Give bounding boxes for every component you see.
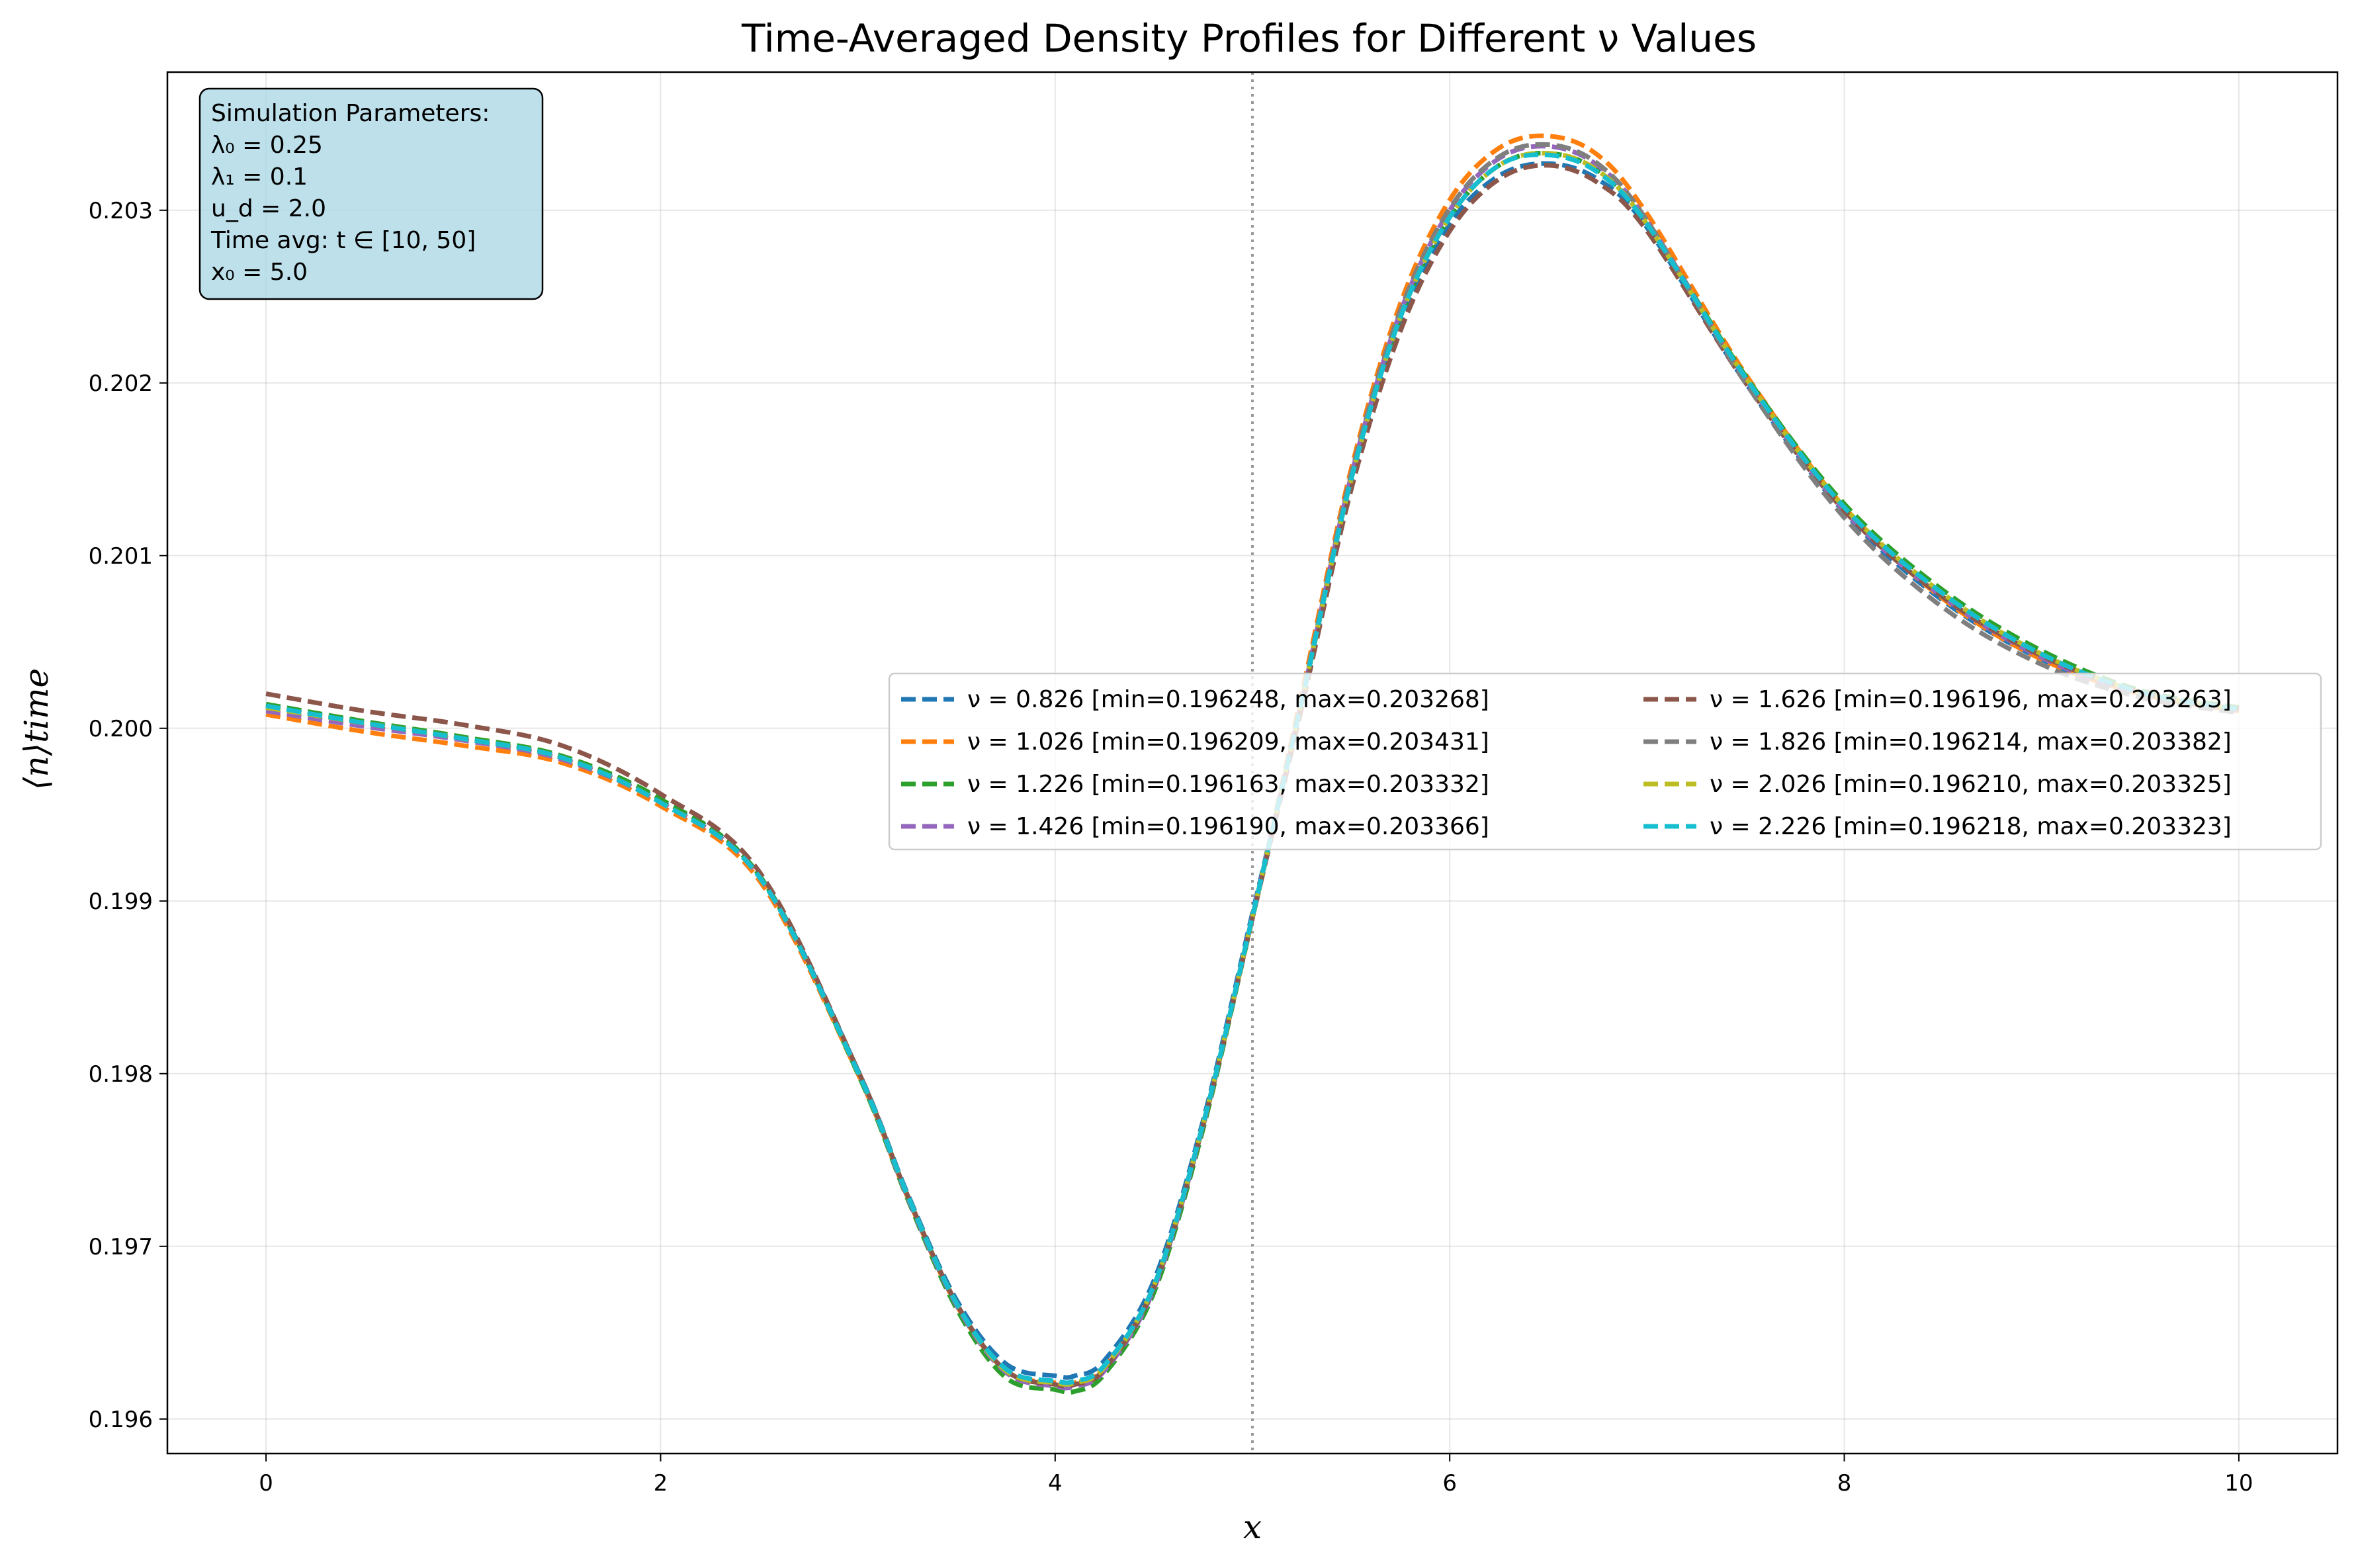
annotation-line: x₀ = 5.0 [211,259,308,286]
legend-label: ν = 1.026 [min=0.196209, max=0.203431] [967,728,1489,756]
y-tick-label: 0.200 [89,716,153,742]
x-tick-label: 0 [259,1470,273,1497]
legend-entry: ν = 0.826 [min=0.196248, max=0.203268] [901,686,1489,713]
annotation-line: Simulation Parameters: [211,100,490,127]
legend-label: ν = 2.226 [min=0.196218, max=0.203323] [1710,813,2232,840]
legend-label: ν = 0.826 [min=0.196248, max=0.203268] [967,686,1489,713]
legend-entry: ν = 1.026 [min=0.196209, max=0.203431] [901,728,1489,756]
y-axis-label: ⟨n⟩time [17,668,56,790]
legend-entry: ν = 1.226 [min=0.196163, max=0.203332] [901,771,1489,798]
chart-title: Time-Averaged Density Profiles for Diffe… [741,16,1757,61]
legend-label: ν = 2.026 [min=0.196210, max=0.203325] [1710,771,2232,798]
legend-entry: ν = 1.426 [min=0.196190, max=0.203366] [901,813,1489,840]
annotation-background [198,87,544,300]
legend-label: ν = 1.426 [min=0.196190, max=0.203366] [967,813,1489,840]
y-tick-label: 0.199 [89,889,153,915]
x-tick-label: 10 [2224,1470,2253,1497]
y-tick-label: 0.203 [89,198,153,224]
y-tick-label: 0.202 [89,370,153,397]
y-tick-label: 0.198 [89,1061,153,1088]
series-line-7 [265,152,2240,1385]
legend-label: ν = 1.226 [min=0.196163, max=0.203332] [967,771,1489,798]
annotation-line: λ₁ = 0.1 [211,163,308,191]
plot-frame [166,71,2339,1455]
legend-entry: ν = 1.626 [min=0.196196, max=0.203263] [1643,686,2232,713]
series-lines [265,133,2240,1395]
legend: ν = 0.826 [min=0.196248, max=0.203268] ν … [888,672,2322,851]
y-tick-label: 0.201 [89,543,153,570]
legend-entry: ν = 2.026 [min=0.196210, max=0.203325] [1643,771,2232,798]
x-tick-label: 8 [1837,1470,1852,1497]
legend-entry: ν = 1.826 [min=0.196214, max=0.203382] [1643,728,2232,756]
legend-frame [888,672,2322,851]
legend-label: ν = 1.826 [min=0.196214, max=0.203382] [1710,728,2232,756]
x-tick-label: 4 [1048,1470,1063,1497]
simulation-parameters-box: Simulation Parameters: λ₀ = 0.25 λ₁ = 0.1 u… [198,87,544,300]
axis-ticks: 0 2 4 6 8 10 0.196 0.197 0.198 0.199 0.200 0.201 0.2… [89,198,2253,1497]
annotation-line: u_d = 2.0 [211,195,326,222]
annotation-line: λ₀ = 0.25 [211,132,323,159]
legend-entry: ν = 2.226 [min=0.196218, max=0.203323] [1643,813,2232,840]
x-tick-label: 6 [1442,1470,1457,1497]
series-line-4 [265,163,2240,1389]
annotation-line: Time avg: t ∈ [10, 50] [210,227,476,254]
x-tick-label: 2 [654,1470,668,1497]
y-tick-label: 0.197 [89,1234,153,1260]
x-axis-label: x [1243,1508,1262,1546]
y-tick-label: 0.196 [89,1407,153,1433]
legend-label: ν = 1.626 [min=0.196196, max=0.203263] [1710,686,2232,713]
